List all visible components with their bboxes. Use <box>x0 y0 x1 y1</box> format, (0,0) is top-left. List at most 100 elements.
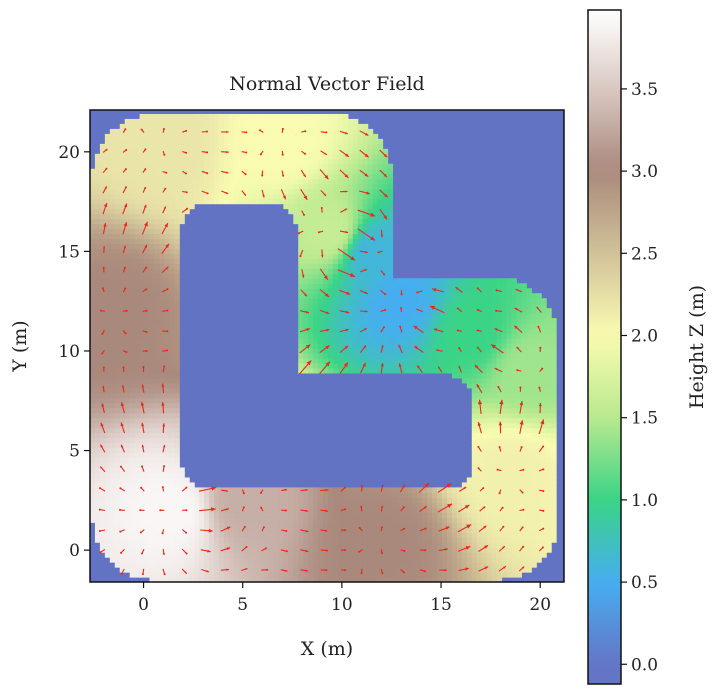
heatmap-cell <box>90 402 96 409</box>
heatmap-cell <box>169 118 175 125</box>
heatmap-cell <box>382 557 389 563</box>
heatmap-cell <box>243 542 250 548</box>
heatmap-cell <box>228 198 235 205</box>
heatmap-cell <box>377 323 384 329</box>
heatmap-cell <box>288 557 294 563</box>
heatmap-cell <box>94 347 101 354</box>
heatmap-cell <box>184 572 190 578</box>
heatmap-cell <box>109 323 116 329</box>
heatmap-cell <box>184 557 190 563</box>
heatmap-cell <box>337 293 344 299</box>
heatmap-cell <box>159 188 165 195</box>
heatmap-cell <box>109 293 116 299</box>
heatmap-cell <box>506 507 513 513</box>
heatmap-cell <box>154 258 161 264</box>
heatmap-cell <box>313 318 319 324</box>
heatmap-cell <box>298 113 304 120</box>
heatmap-cell <box>367 148 374 155</box>
heatmap-cell <box>357 362 364 369</box>
heatmap-cell <box>189 482 195 488</box>
heatmap-cell <box>154 193 161 200</box>
heatmap-cell <box>422 293 428 299</box>
heatmap-cell <box>432 517 438 523</box>
heatmap-cell <box>99 328 106 334</box>
heatmap-cell <box>308 263 314 269</box>
heatmap-cell <box>382 502 389 508</box>
heatmap-cell <box>243 562 250 568</box>
heatmap-cell <box>362 303 369 309</box>
heatmap-cell <box>392 562 399 568</box>
heatmap-cell <box>174 198 180 205</box>
heatmap-cell <box>258 198 265 205</box>
heatmap-cell <box>382 148 389 155</box>
heatmap-cell <box>342 328 349 334</box>
heatmap-cell <box>367 343 374 349</box>
heatmap-cell <box>99 148 106 155</box>
heatmap-cell <box>342 193 349 200</box>
heatmap-cell <box>481 303 488 309</box>
heatmap-cell <box>387 238 394 245</box>
heatmap-cell <box>466 347 473 354</box>
heatmap-cell <box>139 522 146 528</box>
heatmap-cell <box>129 133 136 140</box>
heatmap-cell <box>258 153 265 160</box>
heatmap-cell <box>139 218 146 225</box>
heatmap-cell <box>471 472 478 479</box>
heatmap-cell <box>308 158 314 165</box>
heatmap-cell <box>342 293 349 299</box>
heatmap-cell <box>293 198 299 205</box>
heatmap-cell <box>476 577 483 582</box>
heatmap-cell <box>139 502 146 508</box>
heatmap-cell <box>318 347 324 354</box>
heatmap-cell <box>367 357 374 364</box>
heatmap-cell <box>154 298 161 304</box>
heatmap-cell <box>119 462 126 469</box>
heatmap-cell <box>332 572 339 578</box>
heatmap-cell <box>223 118 230 125</box>
heatmap-cell <box>402 522 408 528</box>
heatmap-cell <box>104 442 111 449</box>
heatmap-cell <box>213 567 220 573</box>
heatmap-cell <box>129 138 136 145</box>
heatmap-cell <box>402 567 408 573</box>
heatmap-cell <box>139 562 146 568</box>
heatmap-cell <box>149 308 156 314</box>
heatmap-cell <box>204 577 210 582</box>
heatmap-cell <box>377 173 384 180</box>
heatmap-cell <box>506 422 513 429</box>
heatmap-cell <box>243 173 250 180</box>
heatmap-cell <box>432 502 438 508</box>
heatmap-cell <box>511 338 517 344</box>
heatmap-cell <box>248 198 255 205</box>
heatmap-cell <box>109 238 116 245</box>
heatmap-cell <box>491 472 498 479</box>
heatmap-cell <box>288 547 294 553</box>
heatmap-cell <box>154 507 161 513</box>
heatmap-cell <box>94 382 101 389</box>
heatmap-cell <box>367 153 374 160</box>
heatmap-cell <box>104 158 111 165</box>
heatmap-cell <box>367 527 374 533</box>
heatmap-cell <box>169 357 175 364</box>
heatmap-cell <box>298 557 304 563</box>
heatmap-cell <box>248 143 255 150</box>
heatmap-cell <box>387 333 394 339</box>
heatmap-cell <box>278 537 284 543</box>
heatmap-cell <box>124 143 131 150</box>
heatmap-cell <box>367 517 374 523</box>
heatmap-cell <box>99 163 106 170</box>
heatmap-cell <box>149 138 156 145</box>
heatmap-cell <box>243 552 250 558</box>
heatmap-cell <box>218 572 225 578</box>
heatmap-cell <box>372 577 379 582</box>
heatmap-cell <box>243 113 250 120</box>
heatmap-cell <box>149 507 156 513</box>
heatmap-cell <box>451 517 458 523</box>
heatmap-cell <box>169 203 175 210</box>
heatmap-cell <box>481 532 488 538</box>
heatmap-cell <box>392 357 399 364</box>
heatmap-cell <box>174 347 180 354</box>
heatmap-cell <box>109 462 116 469</box>
heatmap-cell <box>134 308 141 314</box>
heatmap-cell <box>114 547 121 553</box>
